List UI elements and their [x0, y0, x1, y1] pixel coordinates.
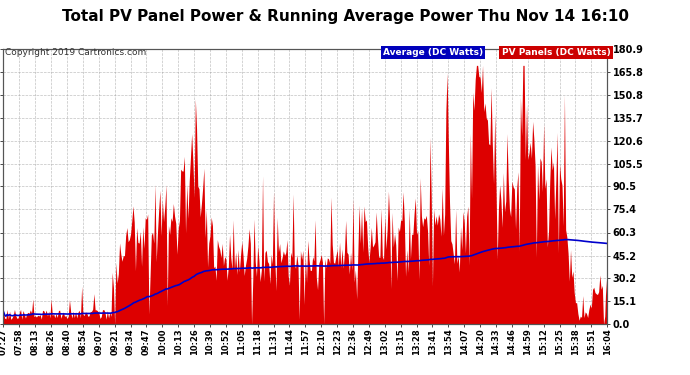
Text: Copyright 2019 Cartronics.com: Copyright 2019 Cartronics.com: [5, 48, 146, 57]
Text: Average (DC Watts): Average (DC Watts): [383, 48, 483, 57]
Text: Total PV Panel Power & Running Average Power Thu Nov 14 16:10: Total PV Panel Power & Running Average P…: [61, 9, 629, 24]
Text: PV Panels (DC Watts): PV Panels (DC Watts): [502, 48, 611, 57]
